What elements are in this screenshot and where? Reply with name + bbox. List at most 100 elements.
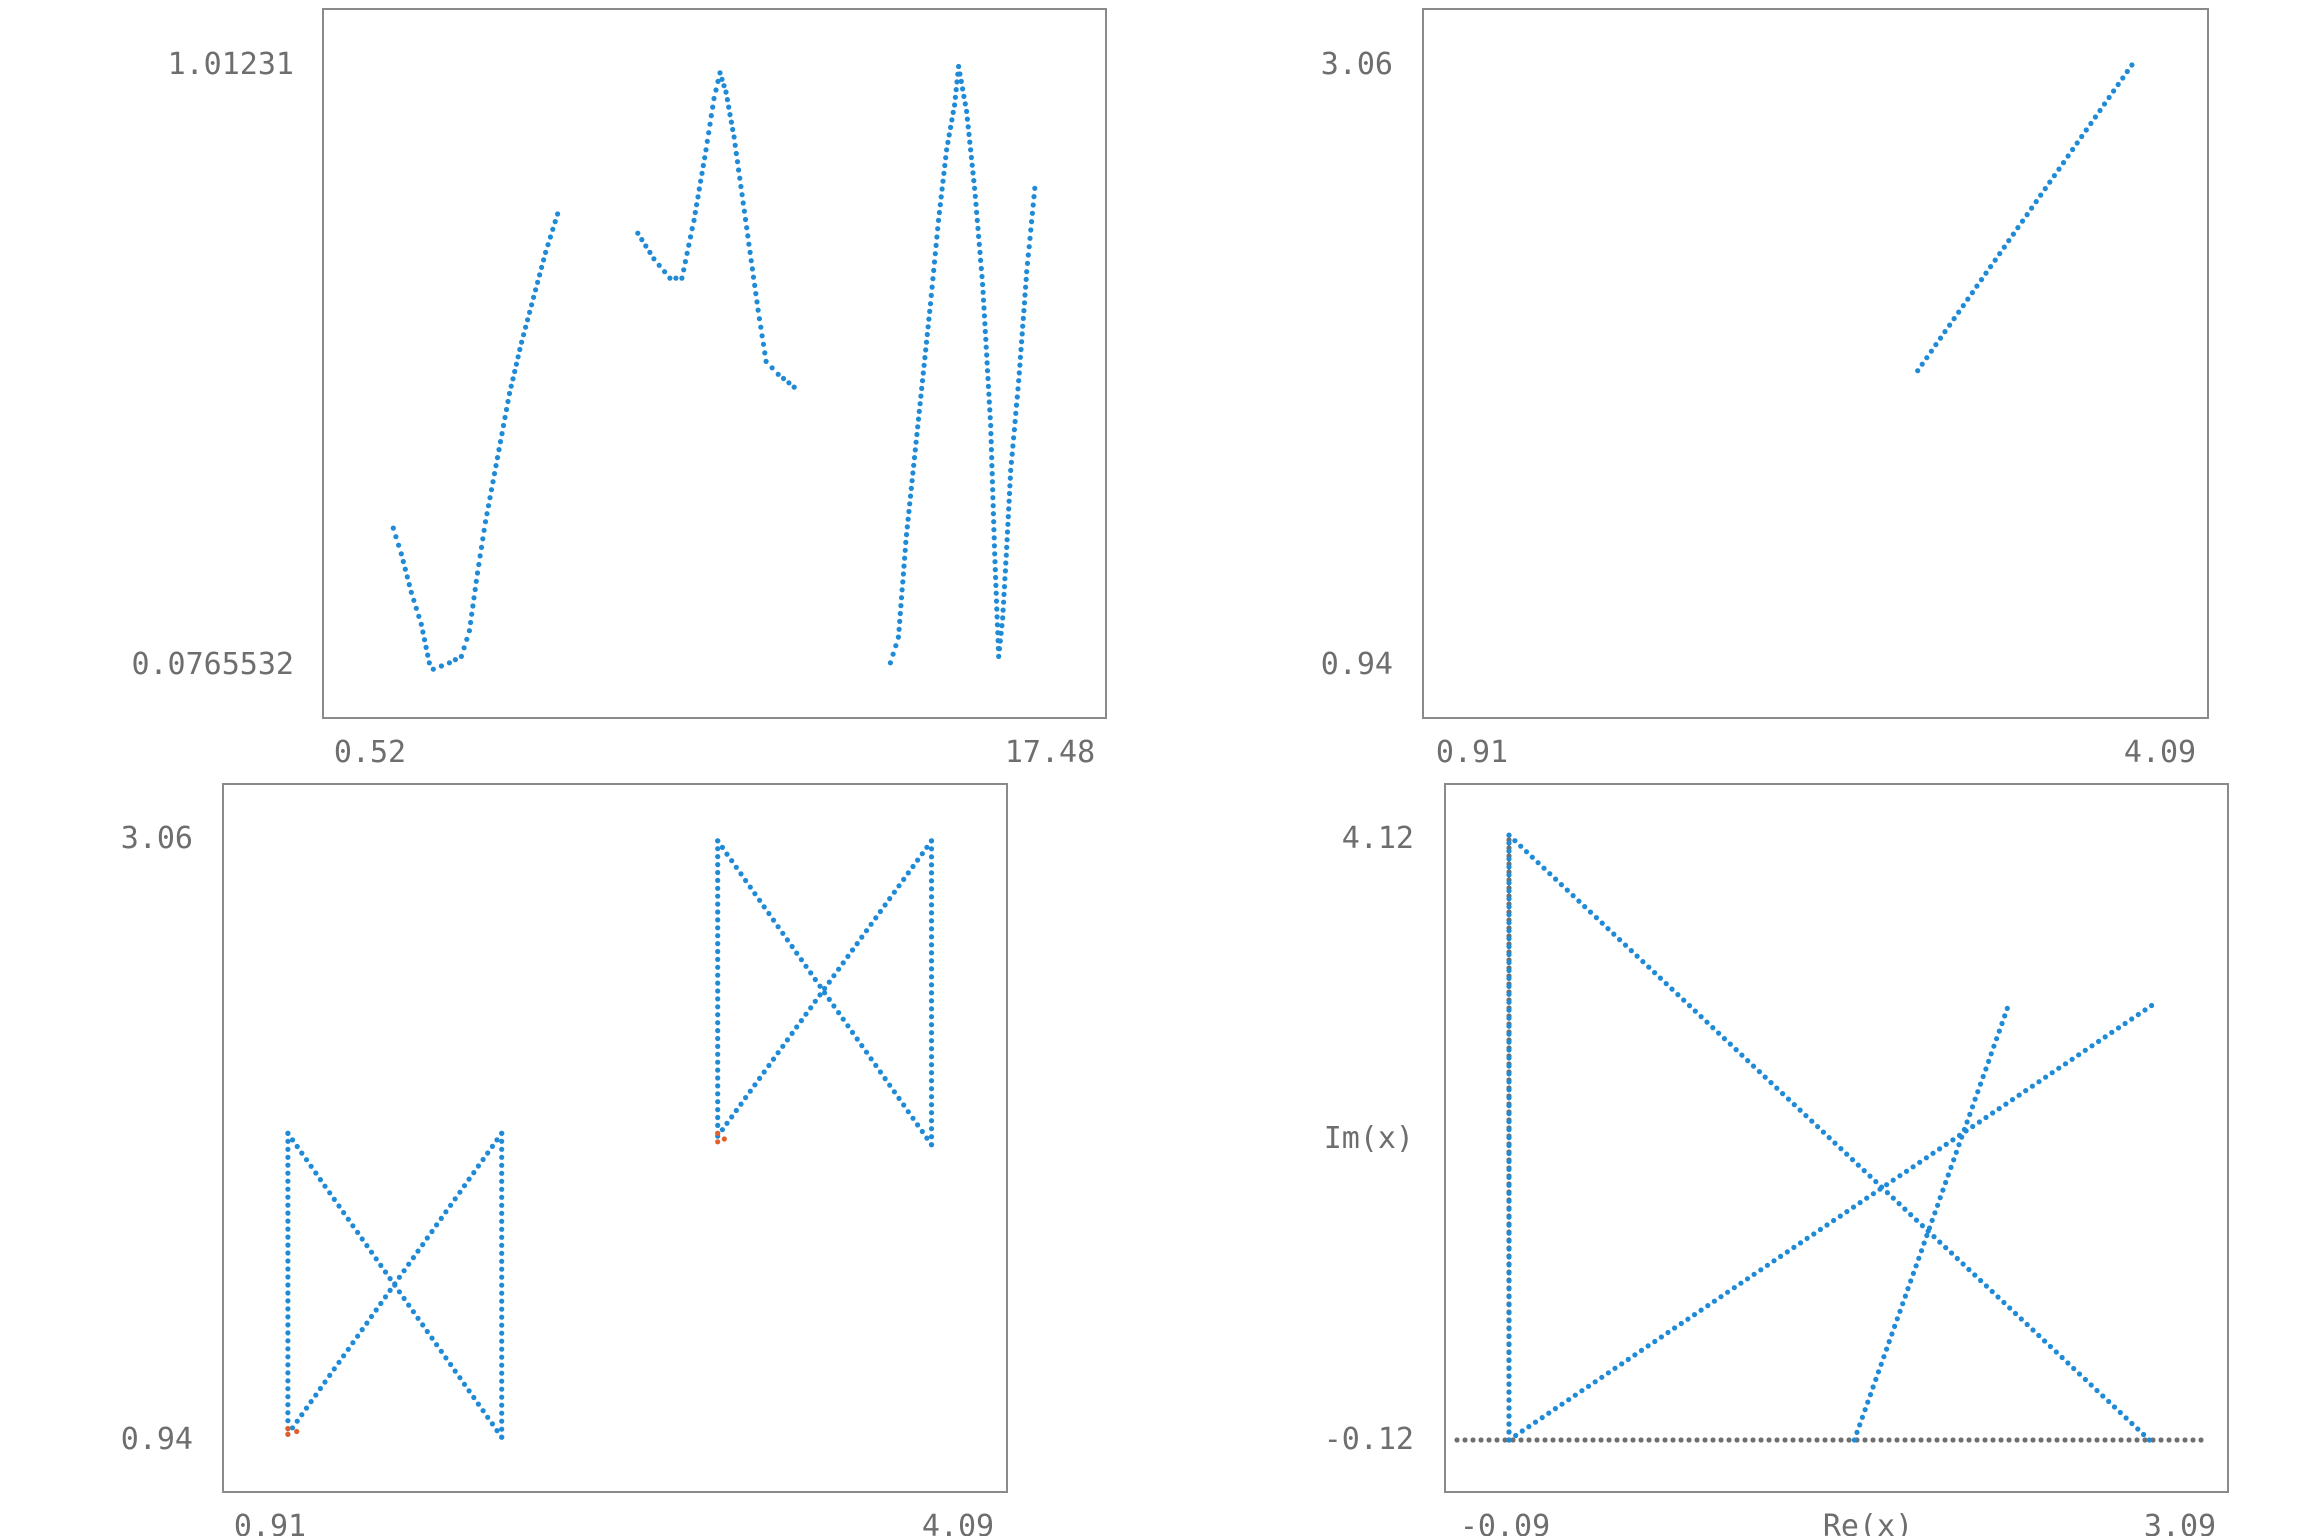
data-point xyxy=(1006,498,1012,504)
data-point xyxy=(1003,560,1009,566)
data-point xyxy=(907,501,913,507)
data-point xyxy=(2030,1327,2036,1333)
data-point xyxy=(900,571,907,577)
data-point xyxy=(1506,888,1512,894)
axis-point xyxy=(1670,1437,1676,1443)
data-point xyxy=(2070,146,2076,153)
axis-point xyxy=(2190,1437,2196,1443)
data-point xyxy=(928,942,935,948)
data-point xyxy=(877,908,884,915)
data-point xyxy=(322,1183,328,1189)
axis-point xyxy=(2150,1437,2156,1443)
data-point xyxy=(1628,948,1634,954)
data-point xyxy=(1744,1276,1751,1282)
axis-point xyxy=(1782,1437,1788,1443)
data-point xyxy=(313,1392,319,1398)
data-point xyxy=(1924,1232,1930,1239)
data-point xyxy=(753,291,759,297)
data-point xyxy=(900,579,906,585)
data-point xyxy=(345,1346,351,1352)
data-point xyxy=(434,1222,440,1228)
data-point xyxy=(898,603,904,609)
data-point xyxy=(1016,370,1022,376)
data-point xyxy=(808,1005,814,1011)
data-point xyxy=(1506,1150,1512,1157)
data-point xyxy=(913,439,919,445)
data-point xyxy=(466,628,472,634)
data-point xyxy=(749,266,756,272)
data-point xyxy=(521,332,527,338)
data-point xyxy=(515,354,521,360)
data-point xyxy=(1784,1249,1790,1255)
data-point xyxy=(2096,1038,2102,1044)
data-point xyxy=(1570,893,1576,899)
data-point xyxy=(1007,483,1013,489)
data-point xyxy=(902,547,908,553)
data-point xyxy=(928,918,935,924)
data-point xyxy=(993,598,1000,604)
data-point xyxy=(710,104,716,110)
data-point xyxy=(499,1130,505,1136)
data-point xyxy=(831,1003,837,1009)
data-point xyxy=(1931,1234,1937,1240)
axis-point xyxy=(1582,1437,1588,1443)
data-point xyxy=(473,578,479,584)
data-point xyxy=(475,1163,481,1169)
axis-point xyxy=(1494,1437,1500,1443)
data-point xyxy=(368,1313,375,1320)
data-point xyxy=(703,147,709,153)
data-point xyxy=(731,134,737,140)
data-point xyxy=(499,1154,505,1160)
data-point xyxy=(980,297,987,303)
data-point xyxy=(1605,926,1611,932)
data-point xyxy=(930,276,936,282)
data-point xyxy=(1721,1036,1727,1042)
data-point xyxy=(1943,1179,1949,1186)
data-point xyxy=(1897,1308,1903,1314)
data-point xyxy=(928,926,935,932)
data-point xyxy=(446,660,452,666)
data-point xyxy=(2002,1013,2008,1019)
chart-4-y-axis-label: Im(x) xyxy=(1324,1121,1414,1156)
data-point xyxy=(2023,1088,2029,1094)
data-point xyxy=(743,877,749,884)
data-point xyxy=(920,370,926,376)
data-point xyxy=(1599,1374,1605,1380)
data-point xyxy=(1873,1179,1879,1185)
data-point xyxy=(743,1095,749,1101)
data-point xyxy=(707,121,713,127)
data-point xyxy=(1646,964,1652,970)
data-point xyxy=(2123,1415,2129,1421)
data-point xyxy=(766,1062,772,1069)
data-point xyxy=(364,1320,370,1326)
data-point xyxy=(1983,270,1989,276)
data-point xyxy=(2097,107,2103,114)
data-point xyxy=(1745,1058,1751,1064)
data-point xyxy=(541,257,547,263)
axis-point xyxy=(1886,1437,1892,1443)
data-point xyxy=(1820,1129,1826,1135)
data-point xyxy=(812,976,818,983)
data-point xyxy=(1940,1187,1946,1193)
data-point xyxy=(746,241,752,247)
data-point xyxy=(2115,1025,2122,1031)
data-point xyxy=(972,193,978,199)
data-point xyxy=(1506,1405,1512,1411)
data-point xyxy=(1031,194,1037,200)
data-point xyxy=(1865,1399,1871,1405)
data-point xyxy=(1019,331,1025,337)
data-point xyxy=(1506,1023,1512,1029)
data-point xyxy=(285,1362,291,1368)
data-point xyxy=(1919,1223,1925,1229)
data-point xyxy=(392,1281,398,1287)
data-point xyxy=(2018,1316,2024,1322)
data-point xyxy=(285,1210,291,1216)
data-point xyxy=(1539,1415,1545,1421)
data-point xyxy=(989,463,995,469)
data-point xyxy=(1983,1114,1989,1121)
data-point xyxy=(470,603,476,609)
data-point xyxy=(475,1401,481,1407)
data-point xyxy=(976,233,982,239)
axis-point xyxy=(1542,1437,1548,1443)
data-point xyxy=(1996,1106,2002,1112)
